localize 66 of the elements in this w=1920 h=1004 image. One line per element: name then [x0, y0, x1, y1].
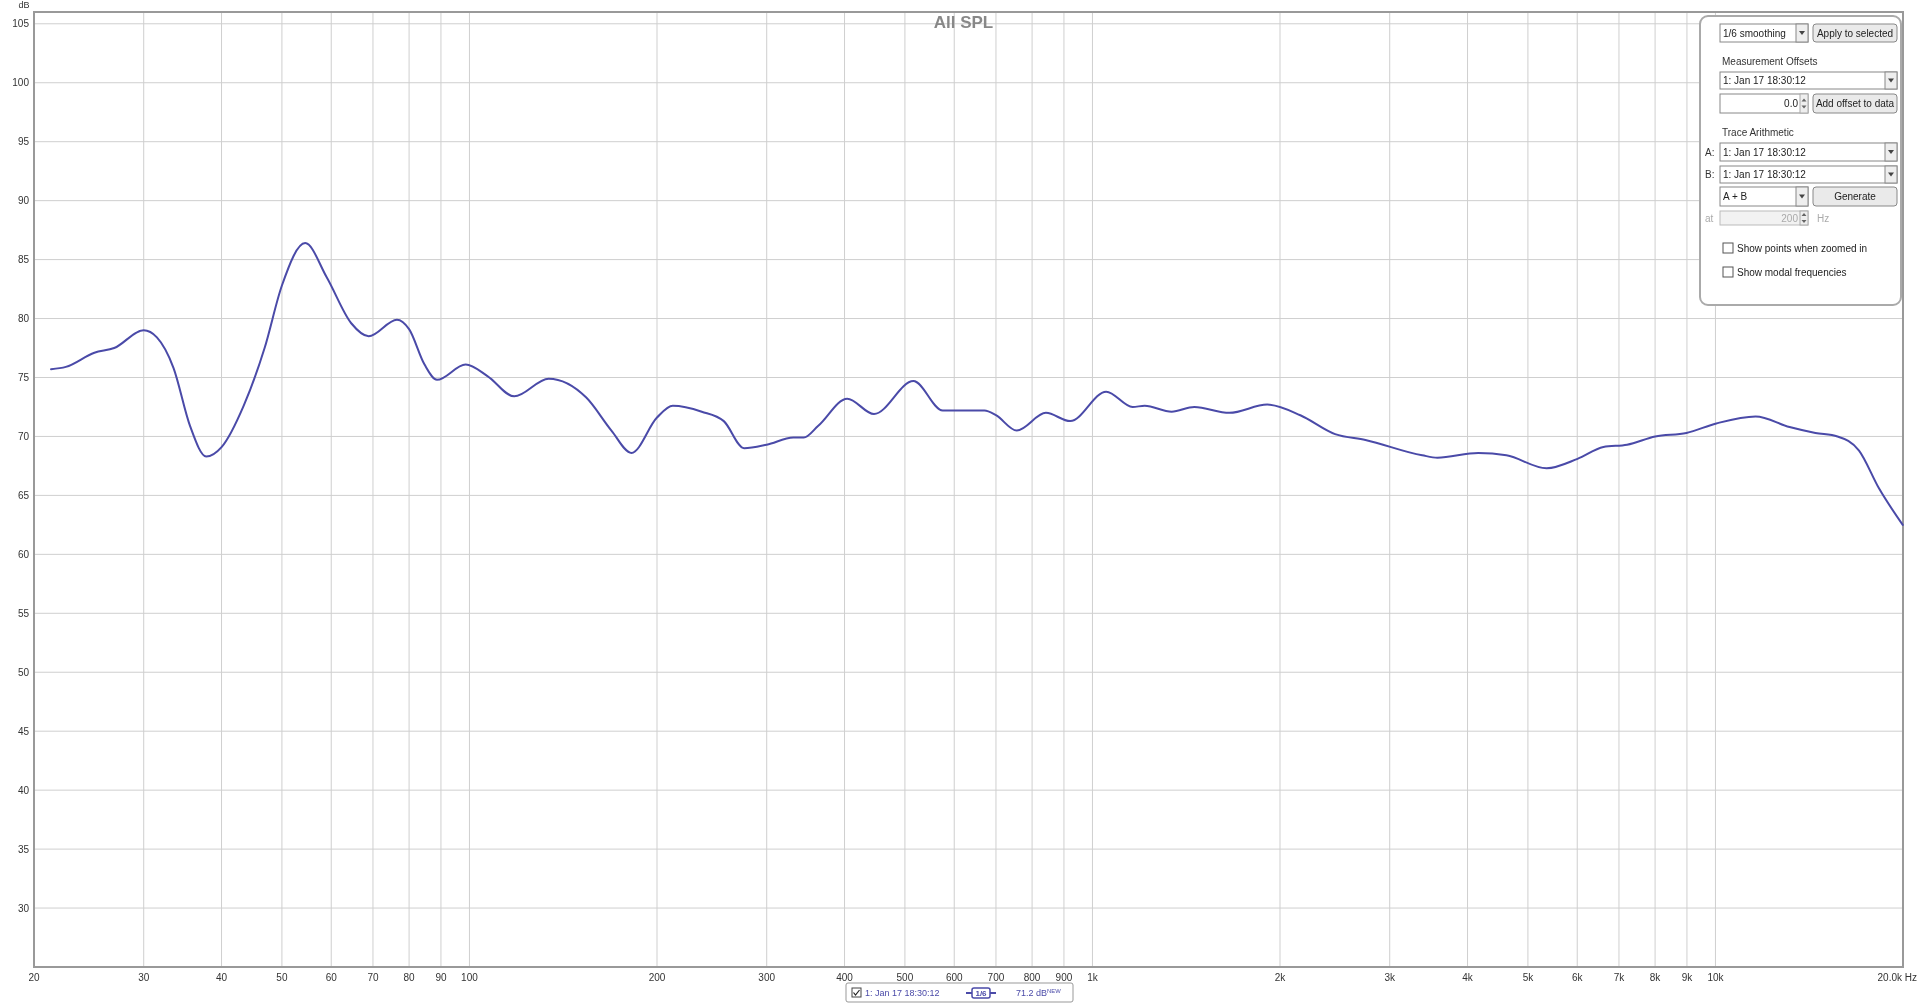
annotation: at — [1705, 213, 1714, 224]
annotation: 200 — [1781, 212, 1799, 224]
x-tick-label: 20 — [28, 972, 40, 983]
x-tick-label: 7k — [1613, 972, 1626, 983]
annotation: A + B — [1723, 191, 1748, 202]
x-tick-label: 8k — [1649, 972, 1662, 983]
x-tick-label: 40 — [215, 972, 228, 983]
y-tick-label: 105 — [12, 18, 30, 30]
y-tick-label: 90 — [17, 195, 30, 207]
y-axis-title: dB — [18, 0, 30, 10]
x-tick-label: 1k — [1087, 972, 1099, 983]
x-tick-label: 9k — [1681, 972, 1694, 983]
annotation: Show points when zoomed in — [1737, 243, 1868, 254]
y-tick-label: 30 — [17, 902, 30, 914]
y-tick-label: 100 — [12, 77, 30, 89]
x-tick-label: 2k — [1274, 972, 1287, 983]
x-tick-label: 6k — [1571, 972, 1584, 983]
y-tick-label: 65 — [17, 489, 30, 501]
text: 1/6 — [975, 989, 988, 998]
x-tick-label: 500 — [896, 972, 914, 983]
y-tick-label: 40 — [17, 784, 30, 796]
annotation: Trace Arithmetic — [1722, 127, 1794, 138]
x-tick-label: 80 — [403, 972, 416, 983]
text: 1: Jan 17 18:30:12 — [865, 988, 940, 998]
annotation: Show modal frequencies — [1737, 267, 1847, 278]
y-tick-label: 85 — [17, 254, 30, 266]
x-tick-label: 300 — [758, 972, 776, 983]
x-tick-label: 70 — [367, 972, 379, 983]
annotation: 1/6 smoothing — [1723, 27, 1786, 39]
y-tick-label: 95 — [17, 136, 30, 148]
y-tick-label: 45 — [17, 725, 30, 737]
y-tick-label: 75 — [17, 371, 30, 383]
x-tick-label: 4k — [1462, 972, 1474, 983]
x-tick-label: 900 — [1055, 972, 1073, 983]
annotation: 0.0 — [1784, 98, 1799, 109]
x-tick-label: 3k — [1384, 972, 1396, 983]
x-tick-label: 5k — [1522, 972, 1535, 983]
annotation: Generate — [1834, 191, 1877, 202]
chart-title: All SPL — [933, 13, 994, 32]
annotation: Add offset to data — [1815, 98, 1895, 109]
annotation: B: — [1705, 169, 1715, 180]
x-tick-label: 100 — [461, 972, 479, 983]
x-tick-label: 400 — [836, 972, 854, 983]
x-tick-label: 700 — [987, 972, 1005, 983]
x-tick-label: 60 — [325, 972, 338, 983]
x-tick-label: 800 — [1023, 972, 1041, 983]
y-tick-label: 50 — [17, 666, 30, 678]
y-tick-label: 70 — [17, 430, 30, 442]
y-tick-label: 55 — [17, 607, 30, 619]
y-tick-label: 35 — [17, 843, 30, 855]
text: 71.2 dB$^{NEW}$ — [1016, 988, 1062, 998]
x-tick-label: 200 — [648, 972, 666, 983]
y-tick-label: 60 — [17, 548, 30, 560]
x-tick-label: 10k — [1707, 972, 1725, 983]
x-tick-label: 600 — [945, 972, 964, 983]
annotation: 1: Jan 17 18:30:12 — [1723, 146, 1807, 158]
y-tick-label: 80 — [17, 313, 30, 325]
annotation: 1: Jan 17 18:30:12 — [1723, 75, 1807, 86]
annotation: A: — [1705, 147, 1715, 158]
annotation: Hz — [1817, 213, 1830, 224]
x-tick-label: 90 — [435, 972, 447, 983]
annotation: 1: Jan 17 18:30:12 — [1723, 169, 1807, 180]
x-tick-label: 50 — [276, 972, 288, 983]
x-tick-label: 30 — [138, 972, 150, 983]
x-tick-label: 20.0k Hz — [1877, 972, 1917, 983]
annotation: Measurement Offsets — [1722, 56, 1818, 67]
